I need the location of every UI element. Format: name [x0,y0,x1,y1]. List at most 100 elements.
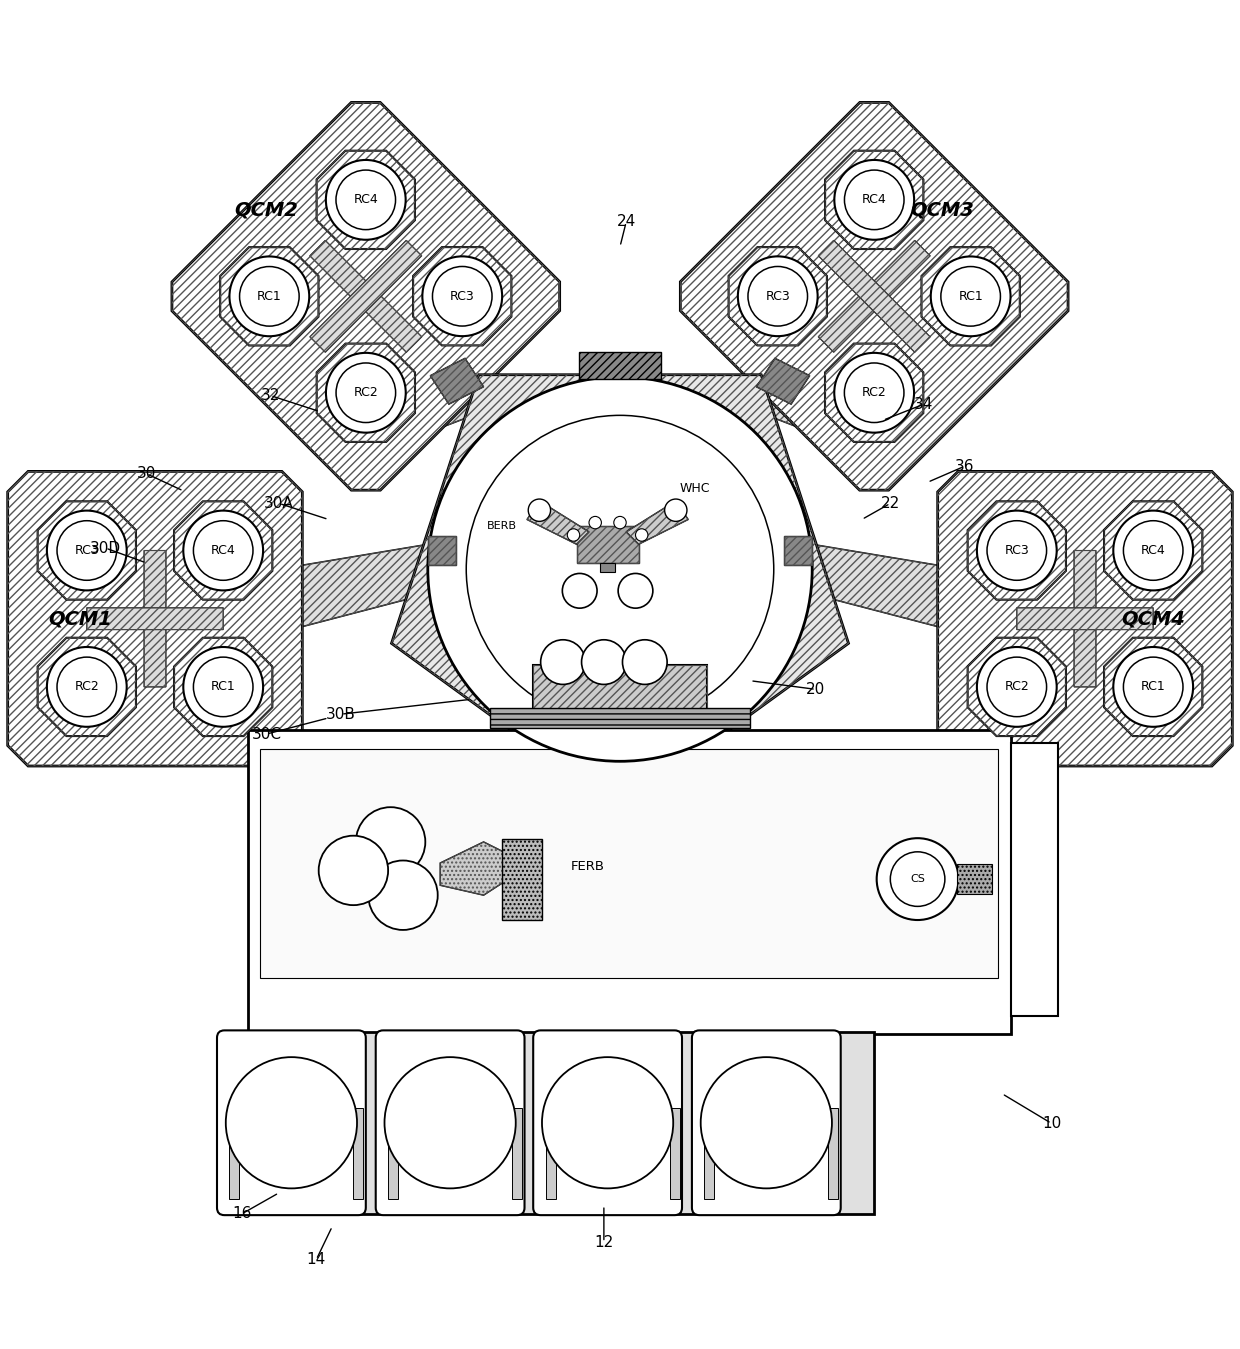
Bar [957,865,992,894]
Text: 12: 12 [594,1234,614,1251]
Circle shape [835,161,914,240]
Polygon shape [37,638,136,737]
Bar [670,1108,680,1199]
Circle shape [184,648,263,727]
Bar [248,730,1011,1035]
Text: WHC: WHC [680,482,709,495]
Text: 30D: 30D [89,541,122,556]
Text: QCM2: QCM2 [234,200,299,219]
Bar [546,1108,556,1199]
Circle shape [229,256,309,336]
Polygon shape [440,842,508,896]
Text: RC1: RC1 [1141,680,1166,693]
Text: 30: 30 [136,467,156,482]
Bar [704,1108,714,1199]
Text: RC4: RC4 [1141,544,1166,557]
Polygon shape [7,471,303,766]
Text: RC3: RC3 [450,290,475,302]
Bar [828,1108,838,1199]
Text: RC3: RC3 [1004,544,1029,557]
Polygon shape [626,500,688,544]
Text: RC1: RC1 [959,290,983,302]
Bar [388,1108,398,1199]
Text: RC2: RC2 [862,386,887,399]
Circle shape [977,648,1056,727]
Circle shape [466,415,774,723]
Polygon shape [316,151,415,250]
Polygon shape [279,544,428,631]
Circle shape [844,170,904,229]
Circle shape [1123,521,1183,580]
Text: 30B: 30B [326,707,356,722]
Bar [600,563,615,572]
Text: RC2: RC2 [1004,680,1029,693]
Text: CS: CS [910,874,925,884]
Circle shape [622,639,667,684]
Circle shape [941,267,1001,326]
Polygon shape [784,536,812,565]
Bar [260,749,998,978]
Circle shape [57,521,117,580]
Text: 30C: 30C [252,727,281,742]
Text: QCM4: QCM4 [1121,610,1185,629]
Circle shape [433,267,492,326]
Polygon shape [577,526,639,563]
Circle shape [738,256,817,336]
Circle shape [336,363,396,422]
Bar [1011,743,1058,1016]
Text: RC2: RC2 [353,386,378,399]
Polygon shape [428,536,456,565]
Polygon shape [87,608,223,630]
Circle shape [57,657,117,716]
Polygon shape [37,502,136,600]
FancyBboxPatch shape [692,1031,841,1215]
Text: FERB: FERB [570,861,604,873]
Polygon shape [310,240,422,352]
Polygon shape [174,502,273,600]
Polygon shape [681,103,1068,490]
Circle shape [239,267,299,326]
Text: RC4: RC4 [211,544,236,557]
Polygon shape [967,502,1066,600]
Text: 20: 20 [806,681,826,697]
Circle shape [326,353,405,433]
FancyBboxPatch shape [533,1031,682,1215]
Circle shape [582,639,626,684]
Polygon shape [825,344,924,442]
Circle shape [748,267,807,326]
Circle shape [384,1058,516,1188]
Circle shape [701,1058,832,1188]
Polygon shape [937,471,1233,766]
Text: QCM1: QCM1 [48,610,113,629]
Polygon shape [921,247,1019,345]
Polygon shape [1104,502,1203,600]
Text: 32: 32 [260,389,280,403]
Polygon shape [967,638,1066,737]
Circle shape [635,529,649,541]
Polygon shape [144,550,166,687]
Text: RC4: RC4 [862,193,887,206]
Text: 34: 34 [914,397,934,411]
Circle shape [987,657,1047,716]
Circle shape [835,353,914,433]
Circle shape [428,376,812,761]
Polygon shape [818,240,930,352]
Text: RC4: RC4 [353,193,378,206]
Circle shape [193,521,253,580]
Text: RC1: RC1 [211,680,236,693]
Polygon shape [1104,638,1203,737]
Text: 24: 24 [616,214,636,229]
Text: RC2: RC2 [74,680,99,693]
Polygon shape [533,665,707,722]
Bar [490,708,750,728]
Polygon shape [812,544,961,631]
Circle shape [589,517,601,529]
Circle shape [987,521,1047,580]
Text: 14: 14 [306,1252,326,1267]
Circle shape [193,657,253,716]
Circle shape [319,835,388,905]
Polygon shape [174,638,273,737]
Polygon shape [310,240,422,352]
Circle shape [977,511,1056,591]
Circle shape [528,499,551,521]
